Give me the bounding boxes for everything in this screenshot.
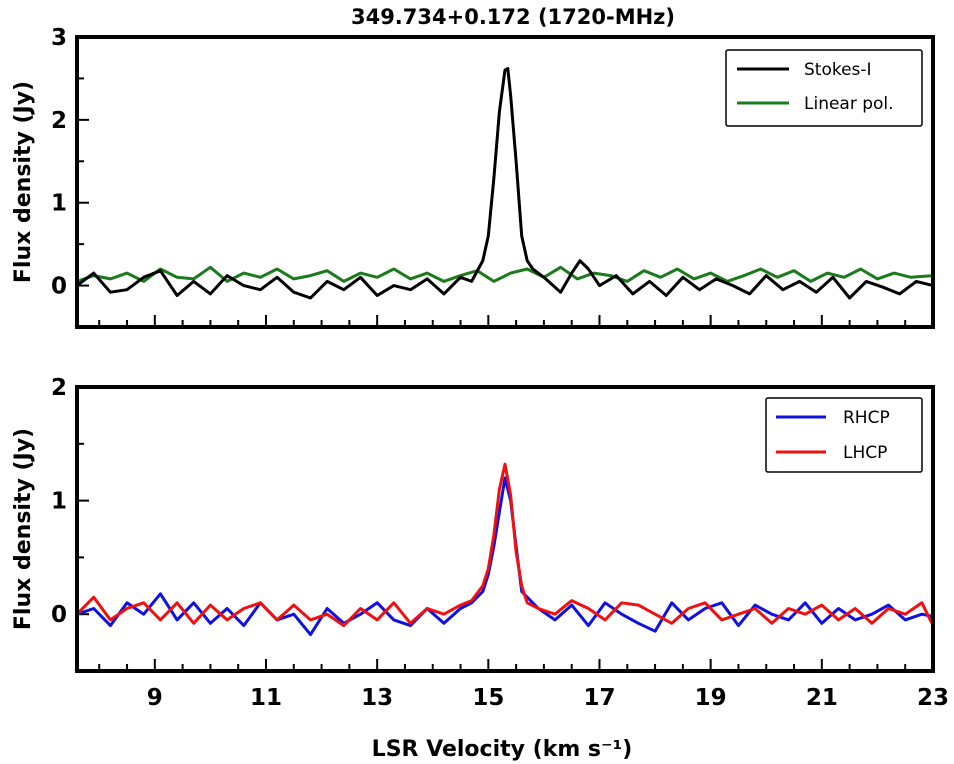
top-y-tick-label: 2 — [51, 108, 67, 134]
series-line-rhcp — [76, 476, 934, 637]
bottom-x-tick-label: 9 — [147, 685, 163, 711]
bottom-x-tick-label: 13 — [361, 685, 393, 711]
legend-label-linear-pol: Linear pol. — [804, 94, 894, 114]
bottom-y-tick-label: 1 — [51, 489, 67, 515]
chart-title: 349.734+0.172 (1720-MHz) — [351, 5, 675, 29]
top-plot-frame — [75, 35, 935, 329]
series-line-lhcp — [75, 462, 935, 628]
top-y-tick-label: 1 — [51, 191, 67, 217]
bottom-plot-frame — [75, 385, 935, 673]
bottom-y-tick-label: 0 — [51, 602, 67, 628]
legend-label-rhcp: RHCP — [843, 408, 890, 428]
bottom-legend: RHCP LHCP — [765, 397, 923, 473]
series-line-stokes-i — [76, 67, 934, 300]
panel-bottom: 0 1 2 9 11 13 15 17 19 21 23 Flux density (Jy) LSR… — [11, 375, 949, 762]
panel-top: 0 1 2 3 Flux density (Jy) Stokes-I Linear p… — [11, 25, 935, 329]
top-y-tick-label: 3 — [51, 25, 67, 51]
top-y-axis-label: Flux density (Jy) — [11, 81, 36, 283]
legend-label-stokes-i: Stokes-I — [804, 60, 872, 80]
bottom-x-tick-label: 21 — [806, 685, 838, 711]
legend-label-lhcp: LHCP — [843, 443, 887, 463]
bottom-series-group — [75, 462, 935, 637]
bottom-x-tick-label: 17 — [583, 685, 615, 711]
bottom-x-tick-label: 23 — [917, 685, 949, 711]
top-series-group — [76, 67, 934, 300]
bottom-y-tick-label: 2 — [51, 375, 67, 401]
top-y-tick-label: 0 — [51, 274, 67, 300]
bottom-x-tick-label: 15 — [472, 685, 504, 711]
bottom-x-tick-label: 19 — [695, 685, 727, 711]
bottom-ticks: 0 1 2 9 11 13 15 17 19 21 23 — [51, 375, 949, 711]
series-line-linear-pol — [76, 265, 934, 283]
bottom-x-tick-label: 11 — [250, 685, 282, 711]
x-axis-label: LSR Velocity (km s⁻¹) — [372, 737, 633, 762]
top-legend: Stokes-I Linear pol. — [725, 49, 923, 127]
bottom-y-axis-label: Flux density (Jy) — [11, 428, 36, 630]
